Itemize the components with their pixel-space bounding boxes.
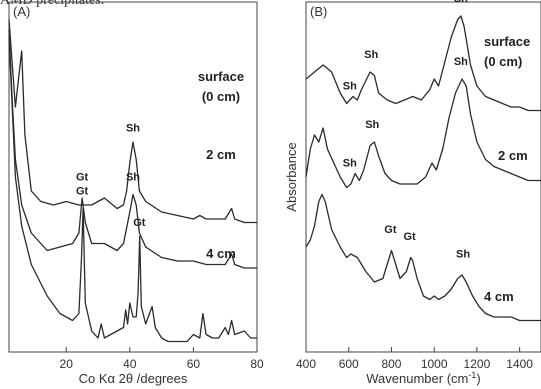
peak-annotation: Sh <box>456 249 470 261</box>
panel-b: (B) 400 600 800 1000 1200 1400 Wavenumber (cm-1… <box>284 0 541 386</box>
x-tick-label: 40 <box>123 357 137 371</box>
series-label: surface (0 cm) <box>484 34 530 69</box>
x-axis-label: Wavenumber (cm-1) <box>366 370 480 386</box>
series-line-2 <box>8 29 257 269</box>
panel-label: (A) <box>13 4 30 19</box>
peak-annotation: Sh <box>343 81 357 93</box>
peak-annotation: Sh <box>365 119 379 131</box>
series-line-3 <box>8 36 257 343</box>
series-label: surface (0 cm) <box>198 69 244 104</box>
y-axis-label: Absorbance <box>284 142 299 211</box>
series-label: 2 cm <box>498 148 528 163</box>
x-tick-label: 800 <box>381 357 401 371</box>
series-line-1 <box>305 15 541 112</box>
peak-annotation: Gt <box>133 217 146 229</box>
series-line-1 <box>8 19 257 224</box>
peak-annotation: Gt <box>384 224 397 236</box>
x-tick-label: 1000 <box>421 357 448 371</box>
peak-annotation: Sh <box>126 172 140 184</box>
panel-label: (B) <box>310 4 327 19</box>
peak-annotation: Sh <box>454 0 468 5</box>
x-tick-label: 20 <box>60 357 74 371</box>
x-tick-label: 60 <box>187 357 201 371</box>
series-label: 2 cm <box>206 147 236 162</box>
x-axis-label: Co Kα 2θ /degrees <box>79 371 188 386</box>
panel-a: (A) 20 40 60 80 Co Kα 2θ /degrees surface (0 cm… <box>8 1 264 386</box>
x-tick-label: 400 <box>296 357 316 371</box>
x-tick-label: 80 <box>250 357 264 371</box>
peak-annotation: Gt <box>76 172 89 184</box>
peak-annotation: Sh <box>454 56 468 68</box>
x-tick-label: 600 <box>339 357 359 371</box>
series-label: 4 cm <box>206 246 236 261</box>
peak-annotation: Sh <box>126 123 140 135</box>
caption-fragment: AMD precipitates. <box>0 0 105 8</box>
plot-frame <box>8 1 258 353</box>
peak-annotation: Gt <box>76 186 89 198</box>
peak-annotation: Sh <box>343 158 357 170</box>
x-tick-label: 1400 <box>506 357 533 371</box>
series-line-3 <box>305 193 541 322</box>
x-tick-label: 1200 <box>464 357 491 371</box>
peak-annotation: Gt <box>403 231 416 243</box>
series-label: 4 cm <box>484 289 514 304</box>
series-line-2 <box>305 78 541 189</box>
peak-annotation: Sh <box>364 49 378 61</box>
